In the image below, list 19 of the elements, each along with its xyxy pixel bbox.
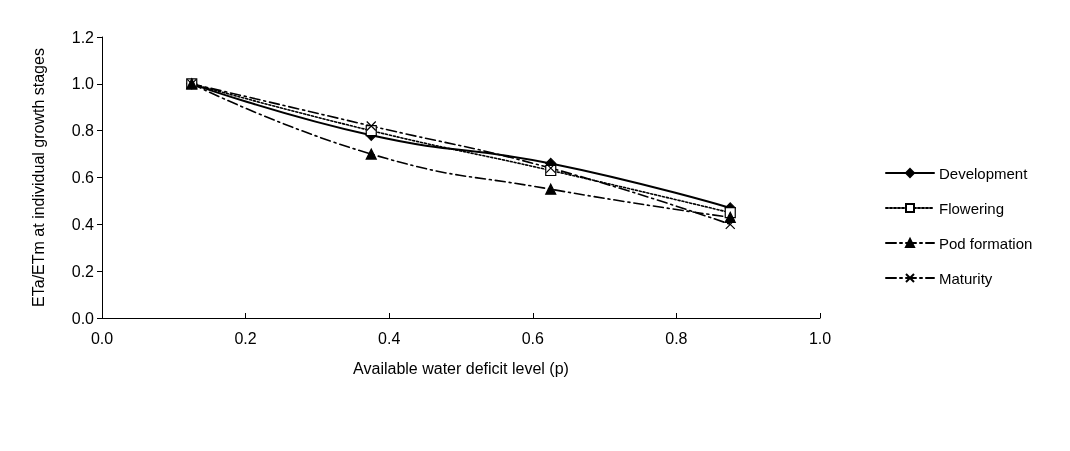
legend-label: Maturity bbox=[939, 269, 993, 287]
y-tick-label: 0.4 bbox=[71, 215, 95, 233]
y-axis-title: ETa/ETm at individual growth stages bbox=[29, 48, 47, 307]
y-tick-label: 0.0 bbox=[71, 309, 95, 327]
y-tick-label: 1.2 bbox=[71, 28, 95, 46]
y-tick-label: 1.0 bbox=[71, 75, 95, 93]
legend-label: Development bbox=[939, 164, 1029, 182]
x-tick-label: 0.6 bbox=[521, 329, 545, 347]
x-tick-label: 1.0 bbox=[808, 329, 832, 347]
y-tick-label: 0.2 bbox=[71, 262, 95, 280]
y-tick-label: 0.8 bbox=[71, 122, 95, 140]
y-tick-label: 0.6 bbox=[71, 169, 95, 186]
legend-label: Pod formation bbox=[939, 234, 1033, 252]
x-tick-label: 0.4 bbox=[378, 329, 401, 347]
x-tick-label: 0.8 bbox=[665, 329, 688, 347]
legend-label: Flowering bbox=[939, 199, 1005, 217]
x-axis-title: Available water deficit level (p) bbox=[353, 359, 569, 377]
x-tick-label: 0.2 bbox=[234, 329, 257, 347]
x-tick-label: 0.0 bbox=[90, 329, 114, 347]
